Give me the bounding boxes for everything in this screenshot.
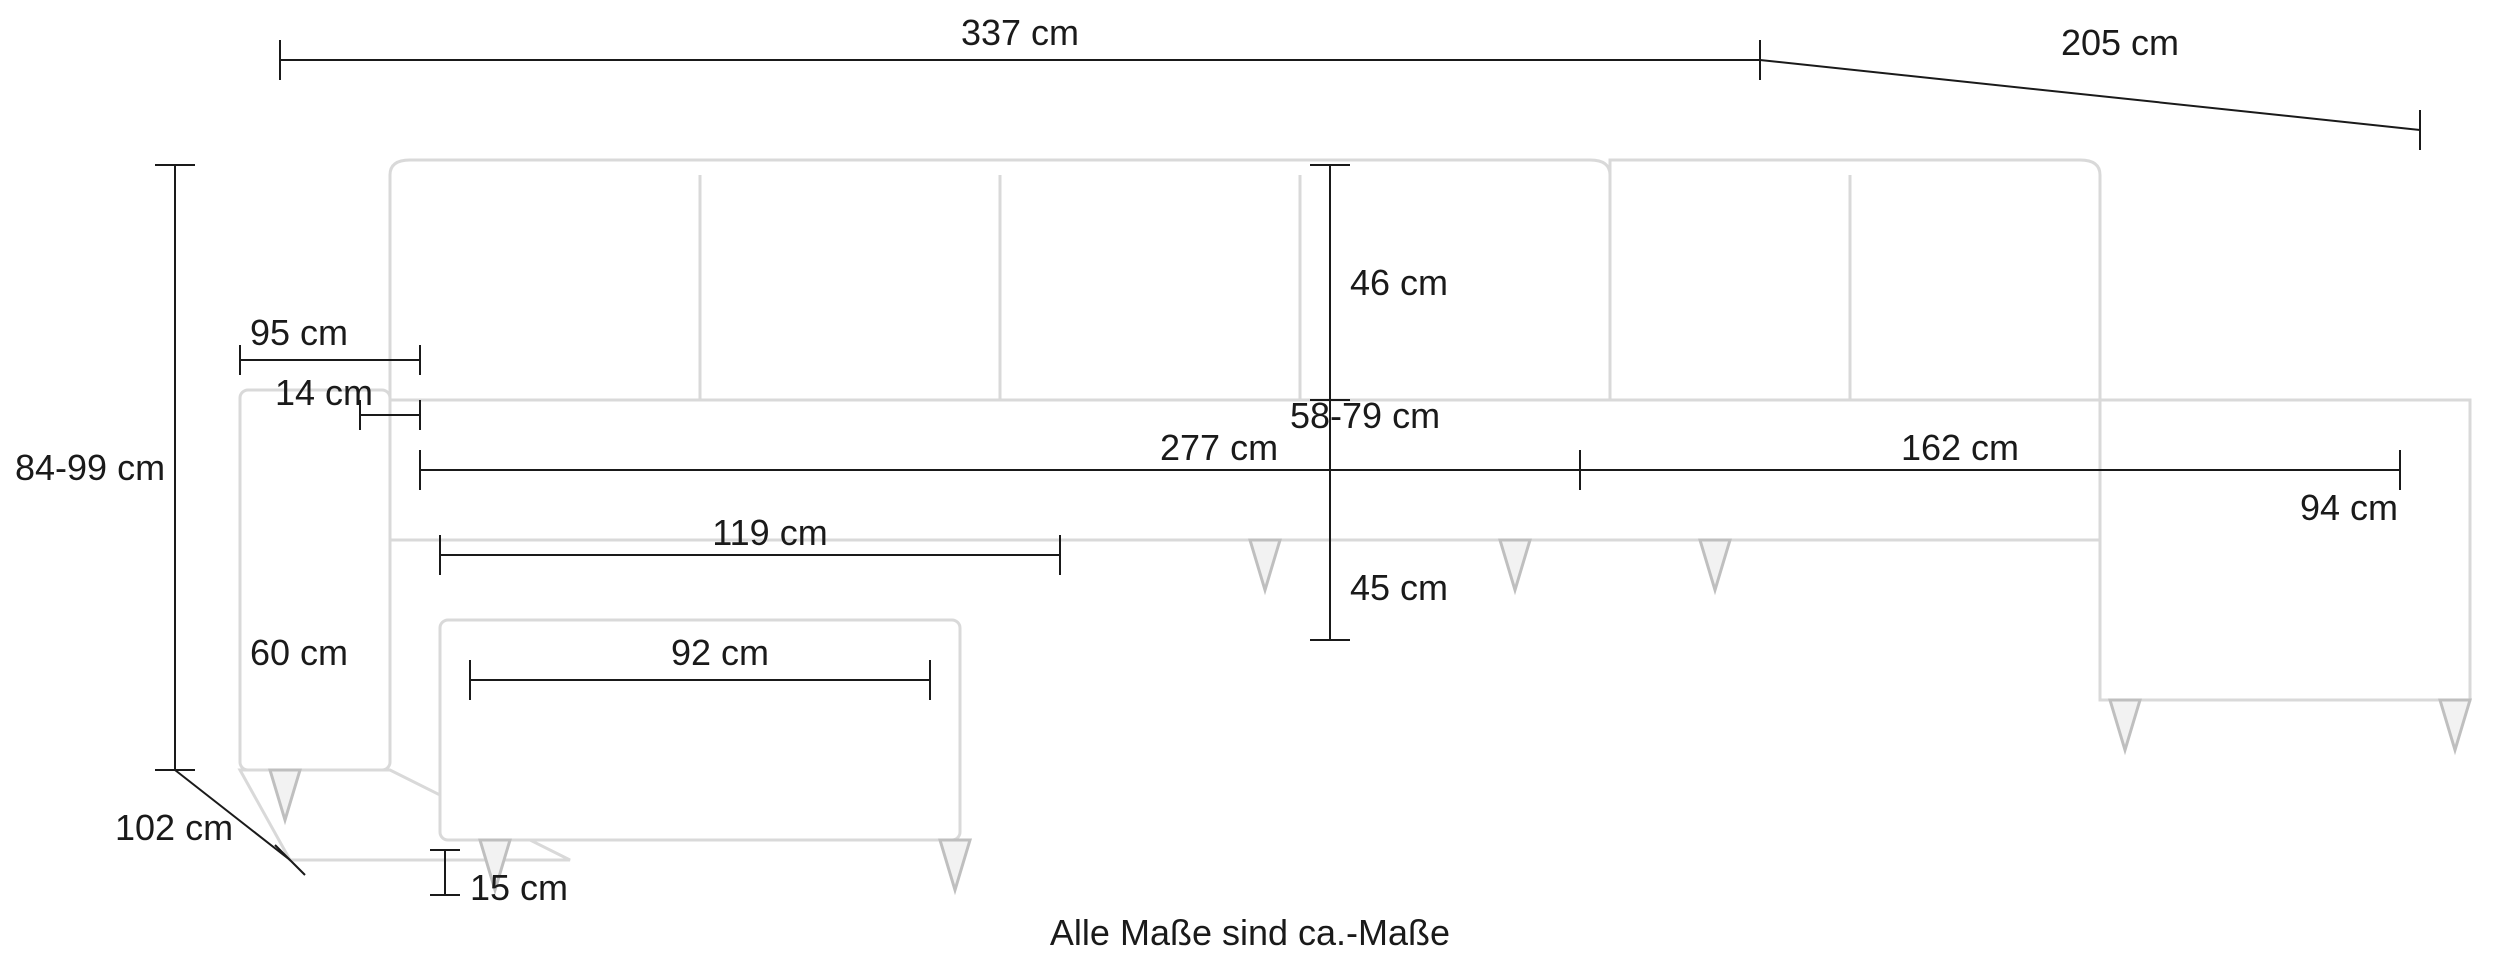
label-ottoman-height: 60 cm (250, 632, 348, 673)
label-armrest-thickness: 14 cm (275, 372, 373, 413)
label-seat-main: 277 cm (1160, 427, 1278, 468)
label-chaise: 94 cm (2300, 487, 2398, 528)
label-seat-right: 162 cm (1901, 427, 2019, 468)
label-119: 119 cm (712, 512, 827, 553)
dim-seat-depth: 58-79 cm (1290, 395, 1440, 436)
dim-chaise: 94 cm (2300, 487, 2398, 528)
label-top-main: 337 cm (961, 12, 1079, 53)
label-seat-height: 45 cm (1350, 567, 1448, 608)
dim-ottoman-height: 60 cm (250, 632, 348, 673)
label-backrest-height: 46 cm (1350, 262, 1448, 303)
label-armrest-width: 95 cm (250, 312, 348, 353)
label-ottoman-width: 92 cm (671, 632, 769, 673)
footer-text: Alle Maße sind ca.-Maße (1050, 912, 1450, 953)
label-top-right: 205 cm (2061, 22, 2179, 63)
label-seat-depth: 58-79 cm (1290, 395, 1440, 436)
dim-top-right: 205 cm (1760, 22, 2420, 150)
dim-height-total: 84-99 cm (15, 165, 195, 770)
label-depth: 102 cm (115, 807, 233, 848)
dim-top-main: 337 cm (280, 12, 1760, 80)
label-height-total: 84-99 cm (15, 447, 165, 488)
label-leg: 15 cm (470, 867, 568, 908)
